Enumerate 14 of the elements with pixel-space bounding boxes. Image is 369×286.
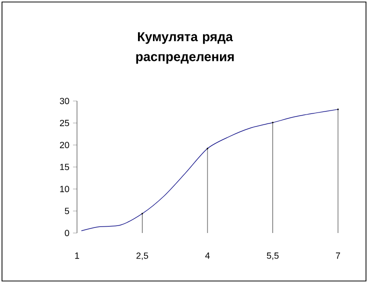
- line-series: [81, 109, 338, 232]
- y-tick-label: 10: [60, 186, 70, 192]
- y-tick-label: 0: [64, 230, 70, 236]
- y-tick-label: 30: [60, 98, 70, 104]
- x-tick-label: 1: [75, 252, 80, 259]
- x-tick-label: 7: [336, 252, 340, 259]
- y-tick-label: 25: [60, 120, 70, 126]
- x-tick-label: 2,5: [136, 252, 148, 260]
- x-tick-label: 5,5: [266, 252, 279, 260]
- x-tick-label: 4: [205, 252, 210, 259]
- y-tick-label: 20: [60, 142, 70, 148]
- y-tick-label: 5: [64, 208, 70, 214]
- chart-title: Кумулята ряда распределения: [136, 32, 234, 64]
- y-tick-label: 15: [60, 164, 70, 170]
